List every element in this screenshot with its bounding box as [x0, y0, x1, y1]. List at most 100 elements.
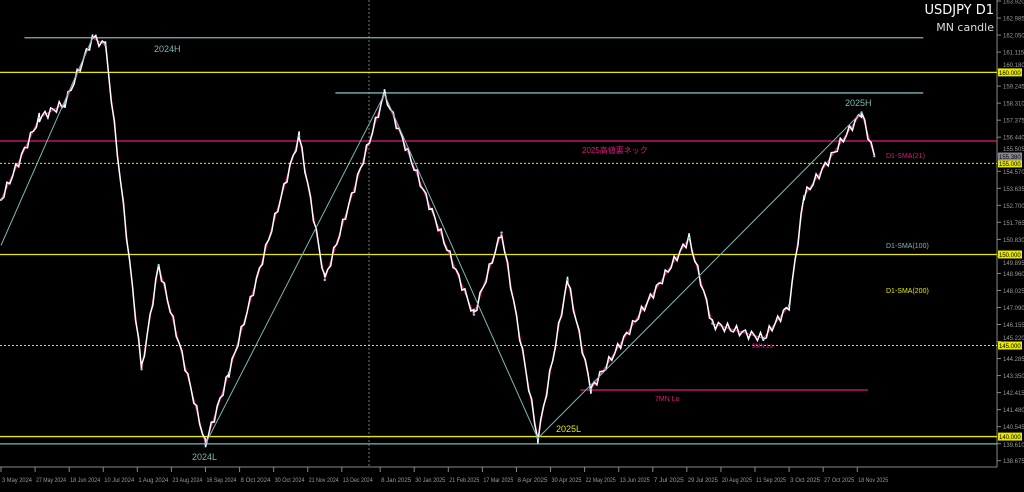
pivot-point [873, 154, 876, 158]
y-tick-label: 159.245 [1003, 85, 1024, 91]
y-tick-label: 148.025 [1003, 289, 1024, 295]
trend-line [383, 94, 539, 439]
x-tick-label: 13 Jun 2025 [620, 478, 651, 484]
x-tick-label: 17 Mar 2025 [483, 478, 514, 484]
y-tick-label: 141.480 [1003, 408, 1024, 414]
label-2024l: 2024L [192, 452, 217, 462]
price-tag-label: 150.000 [999, 253, 1021, 259]
x-tick-label: 1 Aug 2024 [138, 478, 169, 484]
label-2025l: 2025L [556, 424, 581, 434]
y-tick-label: 163.920 [1003, 0, 1024, 6]
pivot-point [104, 43, 107, 47]
y-tick-label: 155.505 [1003, 147, 1024, 153]
y-tick-label: 144.285 [1003, 357, 1024, 363]
x-tick-label: 22 May 2025 [586, 478, 617, 484]
price-tag [998, 432, 1022, 441]
y-tick-label: 162.050 [1003, 34, 1024, 40]
trend-line [537, 112, 862, 439]
trend-line [0, 37, 94, 246]
y-tick-label: 151.765 [1003, 221, 1024, 227]
zigzag-line [0, 36, 875, 446]
y-tick-label: 154.570 [1003, 170, 1024, 176]
pivot-point [472, 313, 476, 316]
x-tick-label: 8 Oct 2024 [241, 478, 272, 484]
pivot-point [566, 278, 569, 282]
trend-line [205, 94, 385, 445]
x-tick-label: 7 Jul 2025 [654, 478, 685, 484]
price-tag-label: 155.000 [999, 162, 1021, 168]
x-tick-label: 8 Apr 2025 [517, 478, 548, 484]
y-tick-label: 156.440 [1003, 136, 1024, 142]
x-tick-label: 3 Oct 2025 [790, 478, 821, 484]
subtitle-label: MN candle [936, 21, 994, 34]
y-tick-label: 138.675 [1003, 459, 1024, 465]
pivot-point [589, 388, 593, 391]
pivot-point [227, 371, 231, 375]
x-tick-label: 11 Sep 2025 [756, 478, 787, 484]
label-2025h: 2025H [845, 98, 872, 108]
y-tick-label: 158.310 [1003, 102, 1024, 108]
x-tick-label: 27 Oct 2025 [824, 478, 855, 484]
y-tick-label: 150.830 [1003, 238, 1024, 244]
y-tick-label: 161.115 [1003, 51, 1024, 57]
price-tag-label: 140.000 [999, 435, 1021, 441]
price-tag [998, 68, 1022, 77]
x-tick-label: 23 Aug 2024 [172, 478, 203, 484]
y-tick-label: 157.375 [1003, 119, 1024, 125]
y-tick-label: 153.635 [1003, 187, 1024, 193]
y-tick-label: 146.155 [1003, 323, 1024, 329]
y-tick-label: 152.700 [1003, 204, 1024, 210]
price-tag [998, 250, 1022, 259]
pivot-point [298, 134, 301, 138]
x-tick-label: 18 Nov 2025 [858, 478, 889, 484]
y-tick-label: 148.960 [1003, 272, 1024, 278]
label-9mn-lo: 9MN Lo [752, 344, 774, 350]
x-tick-label: 27 May 2024 [36, 478, 67, 484]
x-tick-label: 13 Dec 2024 [343, 478, 374, 484]
y-tick-label: 160.180 [1003, 63, 1024, 69]
pivot-point [323, 278, 326, 282]
y-tick-label: 140.545 [1003, 425, 1024, 431]
current-price-tag [998, 152, 1022, 161]
price-tag-label: 145.000 [999, 344, 1021, 350]
label-2024h: 2024H [154, 44, 181, 54]
indicator-label: D1-SMA(100) [886, 243, 929, 250]
pivot-point [787, 304, 791, 307]
price-line [0, 33, 876, 448]
x-tick-label: 8 Jan 2025 [381, 478, 412, 484]
label-neck: 2025高値裏ネック [582, 145, 648, 155]
y-tick-label: 142.415 [1003, 391, 1024, 397]
symbol-label: USDJPY D1 [924, 3, 994, 18]
y-tick-label: 139.610 [1003, 443, 1024, 449]
x-tick-label: 29 Jul 2025 [688, 478, 719, 484]
price-tag [998, 341, 1022, 350]
y-tick-label: 145.220 [1003, 336, 1024, 342]
y-tick-label: 149.895 [1003, 261, 1024, 267]
pivot-point [140, 368, 143, 371]
pivot-point [500, 231, 503, 234]
x-tick-label: 30 Apr 2025 [552, 478, 583, 484]
chart-title: USDJPY D1 MN candle [924, 2, 994, 36]
x-tick-label: 10 Jul 2024 [104, 478, 135, 484]
indicator-label: D1-SMA(21) [886, 153, 925, 160]
x-tick-label: 18 Jun 2024 [70, 478, 101, 484]
x-tick-label: 21 Nov 2024 [309, 478, 340, 484]
label-7mn-lo: 7MN Lo [655, 396, 680, 403]
pivot-point [38, 116, 41, 120]
x-tick-label: 30 Jan 2025 [415, 478, 446, 484]
x-tick-label: 30 Oct 2024 [275, 478, 306, 484]
pivot-point [157, 264, 160, 267]
x-tick-label: 16 Sep 2024 [206, 478, 237, 484]
x-tick-label: 21 Feb 2025 [449, 478, 480, 484]
indicator-label: D1-SMA(200) [886, 288, 929, 295]
pivot-point [687, 236, 691, 240]
x-tick-label: 3 May 2024 [2, 478, 33, 484]
pivot-point [802, 195, 806, 198]
pivot-point [711, 322, 714, 325]
pivot-point [0, 198, 3, 202]
x-tick-label: 20 Aug 2025 [722, 478, 753, 484]
current-price-label: 155.380 [999, 155, 1021, 161]
pivot-point [762, 337, 765, 340]
price-tag [998, 159, 1022, 168]
